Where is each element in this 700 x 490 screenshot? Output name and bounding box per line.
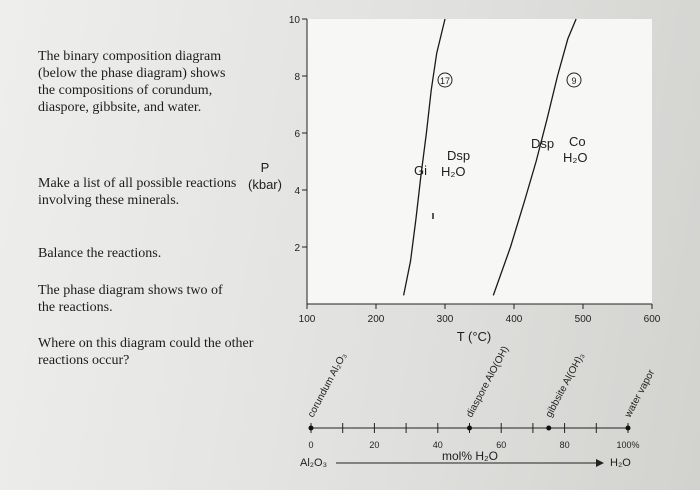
reaction-curve-17 <box>402 18 446 296</box>
x-tick-label: 400 <box>506 314 523 325</box>
x-tick-label: 500 <box>575 314 592 325</box>
field-h2o-17: H₂O <box>441 164 466 179</box>
y-tick-label: 2 <box>294 243 300 254</box>
composition-axis-label: mol% H₂O <box>442 449 498 463</box>
field-h2o-9: H₂O <box>563 150 588 165</box>
mineral-point <box>625 425 631 431</box>
mineral-label: diaspore AlO(OH) <box>464 345 511 420</box>
x-ticks: 100 200 300 400 500 600 <box>299 304 661 325</box>
composition-tick-label: 40 <box>433 440 443 450</box>
curve-9-marker-circle <box>566 72 582 88</box>
x-axis-label: T (°C) <box>457 329 492 344</box>
mineral-label: gibbsite Al(OH)₃ <box>544 351 587 419</box>
composition-arrowhead <box>596 459 604 467</box>
y-tick-label: 6 <box>294 129 300 140</box>
mineral-point <box>467 425 472 431</box>
composition-tick-label: 60 <box>496 440 506 450</box>
field-gi: Gi <box>414 163 427 178</box>
mineral-label: water vapor <box>622 368 657 421</box>
x-tick-label: 200 <box>368 314 385 325</box>
composition-ticks: 0 20 40 60 80 100% <box>308 423 640 450</box>
field-dsp-17: Dsp <box>447 148 470 163</box>
composition-tick-label: 100% <box>616 440 639 450</box>
question-binary-diagram: The binary composition diagram (below th… <box>38 49 226 115</box>
composition-tick-label: 20 <box>369 440 379 450</box>
y-axis-label-p: P <box>261 160 270 175</box>
composition-left-end: Al₂O₃ <box>300 457 327 469</box>
composition-minerals: corundum Al₂O₃ diaspore AlO(OH) gibbsite A… <box>306 345 657 431</box>
curve-17-marker-circle <box>437 72 453 88</box>
curve-9-marker: 9 <box>571 76 576 86</box>
x-tick-label: 300 <box>437 314 454 325</box>
y-tick-label: 4 <box>294 186 300 197</box>
question-where-other-reactions: Where on this diagram could the other re… <box>38 336 254 368</box>
x-tick-label: 100 <box>299 314 316 325</box>
composition-tick-label: 80 <box>560 440 570 450</box>
composition-tick-label: 0 <box>308 440 313 450</box>
field-dsp-9: Dsp <box>531 136 554 151</box>
y-tick-label: 8 <box>294 72 300 83</box>
plot-area <box>307 19 652 304</box>
question-list-reactions: Make a list of all possible reactions in… <box>38 176 237 208</box>
composition-right-end: H₂O <box>610 457 631 469</box>
x-tick-label: 600 <box>644 314 661 325</box>
y-tick-label: 10 <box>289 15 301 26</box>
field-co: Co <box>569 134 586 149</box>
y-axis-label-unit: (kbar) <box>248 177 282 192</box>
mineral-label: corundum Al₂O₃ <box>306 351 349 419</box>
mineral-point <box>308 425 314 431</box>
question-balance: Balance the reactions. <box>38 246 162 261</box>
reaction-curve-9 <box>492 18 577 296</box>
curve-17-marker: 17 <box>440 76 450 86</box>
y-ticks: 2 4 6 8 10 <box>289 15 307 254</box>
mineral-point <box>546 425 552 431</box>
question-phase-diagram: The phase diagram shows two of the react… <box>38 283 223 315</box>
